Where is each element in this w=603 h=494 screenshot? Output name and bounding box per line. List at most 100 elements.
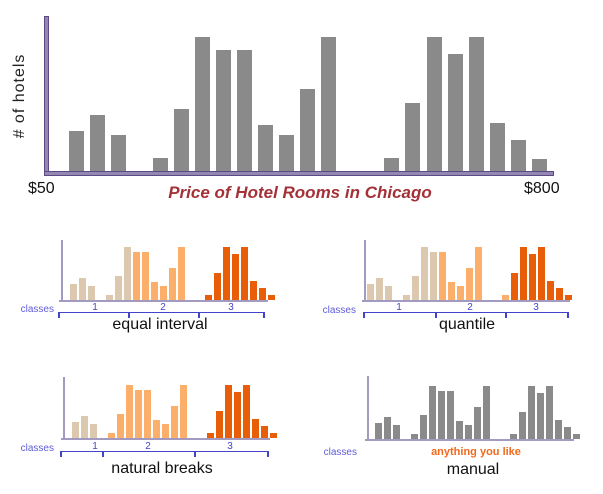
main-x-axis-line: [44, 171, 554, 176]
histogram-bar: [106, 294, 113, 300]
quantile-classes-label: classes: [322, 305, 356, 316]
histogram-bar: [72, 422, 79, 438]
histogram-bar: [556, 287, 563, 300]
histogram-bar: [268, 295, 275, 300]
histogram-bar: [216, 50, 232, 171]
histogram-bar: [216, 410, 223, 438]
histogram-bar: [393, 424, 400, 439]
histogram-bar: [489, 122, 505, 171]
histogram-bar: [225, 385, 232, 438]
class-number: 2: [467, 302, 473, 313]
histogram-bar: [115, 275, 122, 300]
natural-breaks-y-axis: [63, 377, 65, 439]
histogram-bar: [160, 285, 167, 300]
quantile-y-axis: [363, 240, 366, 301]
histogram-bar: [117, 413, 124, 438]
histogram-bar: [519, 411, 526, 439]
equal-interval-x-axis: [59, 299, 268, 302]
histogram-bar: [153, 157, 169, 171]
classes-bracket-tick: [263, 311, 265, 318]
histogram-bar: [412, 275, 419, 300]
natural-breaks-classes-label: classes: [20, 443, 54, 454]
histogram-bar: [466, 267, 473, 300]
histogram-bar: [438, 391, 445, 439]
histogram-bar: [90, 114, 106, 171]
equal-interval-title: equal interval: [112, 316, 208, 333]
histogram-bar: [142, 252, 149, 300]
classes-bracket-line: [58, 311, 263, 313]
histogram-bar: [243, 385, 250, 438]
histogram-bar: [456, 420, 463, 439]
histogram-bar: [223, 247, 230, 300]
class-number: 3: [228, 302, 234, 313]
histogram-bar: [385, 285, 392, 300]
histogram-bar: [502, 294, 509, 300]
classes-bracket-tick: [435, 311, 437, 318]
histogram-bar: [195, 37, 211, 171]
classes-bracket-tick: [267, 450, 269, 457]
histogram-bar: [169, 267, 176, 300]
classes-bracket-tick: [60, 450, 62, 457]
histogram-bar: [300, 89, 316, 171]
histogram-bar: [565, 295, 572, 300]
quantile-title: quantile: [438, 316, 496, 333]
histogram-bar: [258, 125, 274, 171]
histogram-bar: [531, 158, 547, 171]
classes-bracket-tick: [567, 311, 569, 318]
histogram-bar: [537, 392, 544, 439]
histogram-bar: [411, 433, 418, 439]
equal-interval-classes-label: classes: [20, 304, 54, 315]
histogram-bar: [511, 272, 518, 300]
histogram-bar: [546, 386, 553, 439]
histogram-bar: [214, 272, 221, 300]
manual-x-axis: [365, 438, 574, 441]
histogram-bar: [90, 423, 97, 438]
histogram-bar: [126, 385, 133, 438]
class-number: 3: [533, 302, 539, 313]
histogram-bar: [111, 134, 127, 171]
histogram-bar: [367, 284, 374, 300]
histogram-bar: [135, 390, 142, 438]
histogram-bar: [279, 134, 295, 171]
main-y-axis-line: [44, 16, 49, 176]
histogram-bar: [439, 252, 446, 300]
natural-breaks-title: natural breaks: [111, 460, 213, 477]
histogram-bar: [180, 385, 187, 438]
histogram-bar: [88, 285, 95, 300]
manual-classes-label: classes: [323, 447, 357, 458]
histogram-bar: [510, 140, 526, 171]
histogram-bar: [79, 277, 86, 300]
class-number: 1: [396, 302, 402, 313]
histogram-bar: [384, 416, 391, 439]
classes-bracket-tick: [363, 311, 365, 318]
equal-interval-y-axis: [60, 240, 63, 301]
histogram-bar: [528, 386, 535, 439]
histogram-bar: [376, 277, 383, 300]
manual-title: manual: [446, 461, 500, 478]
classes-bracket-line: [60, 450, 267, 452]
histogram-bar: [151, 281, 158, 300]
histogram-bar: [538, 247, 545, 300]
histogram-bar: [430, 252, 437, 300]
histogram-bar: [447, 391, 454, 439]
histogram-bar: [205, 294, 212, 300]
histogram-bar: [448, 281, 455, 300]
histogram-bar: [403, 294, 410, 300]
histogram-bar: [261, 425, 268, 438]
histogram-bar: [144, 390, 151, 438]
y-axis-label: # of hotels: [11, 53, 28, 139]
histogram-bar: [178, 247, 185, 300]
x-min-label: $50: [28, 180, 55, 197]
histogram-bar: [426, 37, 442, 171]
manual-note: anything you like: [431, 446, 521, 458]
classes-bracket-tick: [194, 450, 196, 457]
histogram-bar: [474, 406, 481, 439]
classes-bracket-tick: [58, 311, 60, 318]
natural-breaks-x-axis: [61, 437, 270, 440]
histogram-bar: [457, 285, 464, 300]
histogram-bar: [421, 247, 428, 300]
histogram-bar: [153, 419, 160, 438]
histogram-bar: [510, 433, 517, 439]
classes-bracket-tick: [128, 311, 130, 318]
